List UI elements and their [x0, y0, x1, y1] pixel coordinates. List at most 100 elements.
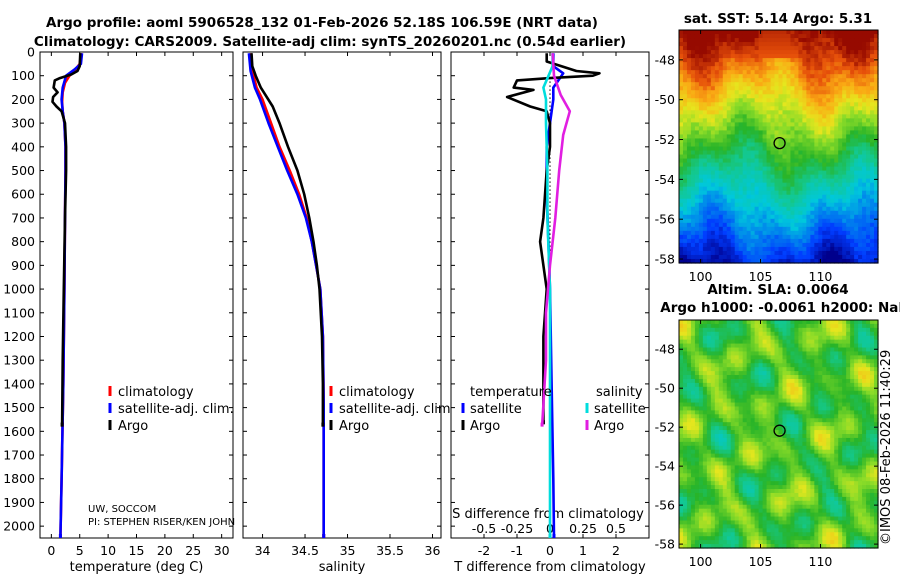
heatmap-cell	[858, 355, 863, 360]
legend-label: climatology	[118, 385, 194, 400]
heatmap-cell	[762, 78, 768, 83]
heatmap-cell	[862, 238, 867, 244]
heatmap-cell	[746, 102, 752, 107]
heatmap-cell	[702, 327, 708, 333]
depth-tick-label: 700	[11, 210, 35, 225]
heatmap-cell	[798, 230, 803, 236]
heatmap-cell	[746, 343, 752, 349]
heatmap-cell	[702, 190, 708, 196]
heatmap-cell	[806, 198, 811, 204]
heatmap-cell	[802, 386, 807, 392]
heatmap-cell	[862, 434, 867, 439]
heatmap-cell	[794, 194, 799, 200]
heatmap-cell	[754, 106, 760, 111]
heatmap-cell	[770, 234, 776, 240]
heatmap-cell	[714, 238, 720, 244]
heatmap-cell	[830, 170, 835, 176]
heatmap-cell	[710, 78, 716, 83]
heatmap-cell	[690, 78, 696, 83]
heatmap-cell	[798, 178, 803, 184]
heatmap-cell	[722, 98, 728, 103]
heatmap-cell	[770, 110, 776, 115]
heatmap-cell	[826, 320, 831, 325]
heatmap-cell	[730, 331, 736, 337]
heatmap-cell	[750, 186, 756, 192]
heatmap-cell	[846, 441, 851, 447]
heatmap-cell	[798, 375, 803, 380]
heatmap-cell	[842, 367, 847, 372]
heatmap-cell	[818, 214, 823, 220]
heatmap-cell	[694, 170, 700, 176]
heatmap-cell	[726, 66, 732, 71]
heatmap-cell	[702, 134, 708, 140]
heatmap-cell	[682, 222, 688, 228]
heatmap-cell	[850, 70, 855, 75]
heatmap-cell	[842, 449, 847, 455]
heatmap-cell	[714, 142, 720, 148]
heatmap-cell	[698, 375, 704, 380]
heatmap-cell	[722, 146, 728, 152]
heatmap-cell	[790, 434, 796, 439]
heatmap-cell	[690, 382, 696, 388]
heatmap-cell	[774, 418, 780, 423]
heatmap-cell	[722, 122, 728, 128]
heatmap-cell	[730, 359, 736, 364]
heatmap-cell	[679, 434, 684, 439]
heatmap-cell	[694, 250, 700, 256]
heatmap-cell	[870, 390, 875, 396]
heatmap-cell	[742, 126, 748, 132]
heatmap-cell	[866, 102, 871, 107]
heatmap-cell	[866, 134, 871, 140]
heatmap-cell	[679, 457, 684, 463]
heatmap-cell	[710, 158, 716, 164]
heatmap-cell	[834, 331, 839, 337]
heatmap-cell	[714, 327, 720, 333]
x-axis-label: temperature (deg C)	[70, 560, 204, 575]
heatmap-cell	[782, 50, 788, 55]
heatmap-cell	[702, 347, 708, 353]
heatmap-cell	[742, 457, 748, 463]
heatmap-cell	[710, 402, 716, 408]
salinity-profile-frame	[242, 51, 442, 539]
heatmap-cell	[842, 30, 847, 35]
heatmap-cell	[862, 214, 867, 220]
heatmap-cell	[802, 359, 807, 364]
heatmap-cell	[806, 162, 811, 168]
heatmap-cell	[718, 86, 724, 91]
heatmap-cell	[706, 214, 712, 220]
heatmap-cell	[810, 118, 815, 123]
heatmap-cell	[706, 402, 712, 408]
heatmap-cell	[754, 414, 760, 419]
heatmap-cell	[730, 398, 736, 404]
heatmap-cell	[690, 194, 696, 200]
heatmap-cell	[730, 142, 736, 148]
heatmap-cell	[854, 118, 859, 123]
heatmap-cell	[766, 230, 772, 236]
heatmap-cell	[714, 359, 720, 364]
heatmap-cell	[766, 406, 772, 412]
heatmap-cell	[862, 226, 867, 232]
heatmap-cell	[738, 226, 744, 232]
heatmap-cell	[682, 418, 688, 423]
heatmap-cell	[818, 82, 823, 87]
heatmap-cell	[690, 246, 696, 252]
heatmap-cell	[826, 166, 831, 172]
heatmap-cell	[838, 182, 843, 188]
heatmap-cell	[710, 162, 716, 168]
heatmap-cell	[806, 178, 811, 184]
heatmap-cell	[846, 130, 851, 136]
heatmap-cell	[774, 110, 780, 115]
heatmap-cell	[842, 355, 847, 360]
heatmap-cell	[798, 258, 803, 264]
heatmap-cell	[834, 94, 839, 99]
heatmap-cell	[854, 162, 859, 168]
heatmap-cell	[730, 130, 736, 136]
heatmap-cell	[790, 367, 796, 372]
heatmap-cell	[810, 453, 815, 459]
heatmap-cell	[774, 74, 780, 79]
heatmap-cell	[746, 390, 752, 396]
heatmap-cell	[778, 138, 784, 144]
heatmap-cell	[802, 335, 807, 341]
heatmap-cell	[742, 138, 748, 144]
heatmap-cell	[798, 182, 803, 188]
